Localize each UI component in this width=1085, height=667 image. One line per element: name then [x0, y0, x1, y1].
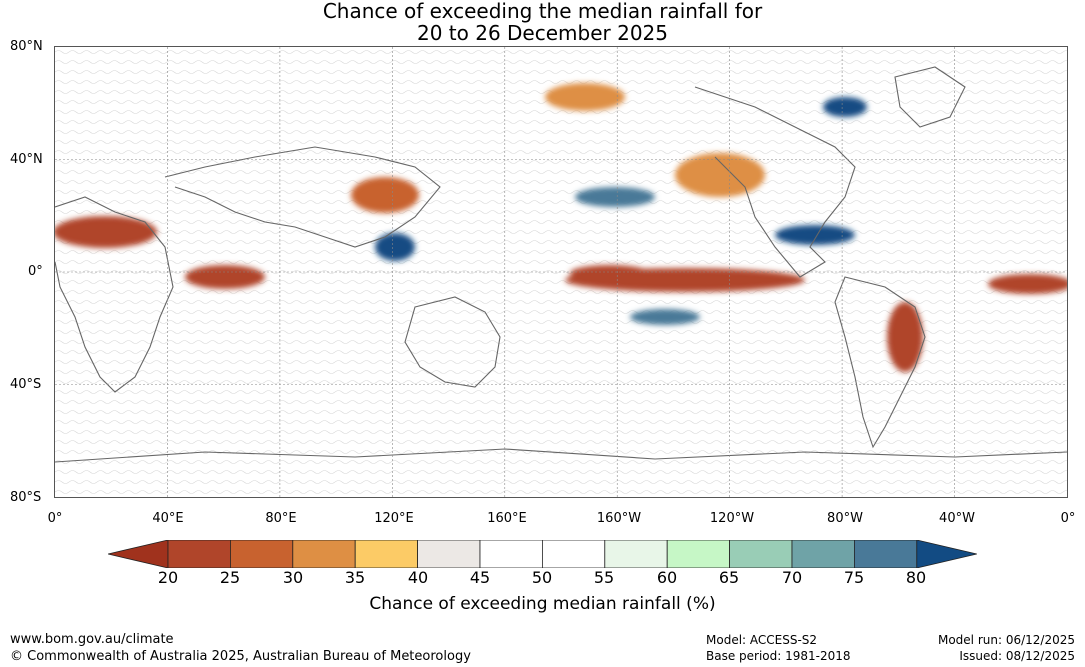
- lon-label-80e: 80°E: [265, 511, 297, 526]
- lon-label-120w: 120°W: [709, 511, 755, 526]
- footer-base-period: Base period: 1981-2018: [706, 649, 851, 663]
- footer-left: www.bom.gov.au/climate © Commonwealth of…: [10, 631, 471, 665]
- colorbar: [108, 540, 977, 568]
- australia-coast: [404, 296, 501, 388]
- anomaly-region-hudson-bay-wet: [823, 97, 867, 117]
- antarctica-coast: [55, 448, 1067, 463]
- colorbar-tick-50: 50: [531, 568, 553, 587]
- anomaly-region-north-pacific-dry: [545, 83, 625, 111]
- africa-coast: [55, 196, 174, 393]
- lat-label-equator: 0°: [28, 264, 43, 279]
- colorbar-segment-20: [167, 540, 231, 568]
- anomaly-region-indian-ocean-dry: [185, 265, 265, 289]
- colorbar-segment-40: [417, 540, 481, 568]
- map-canvas: [55, 47, 1067, 497]
- footer-model-info: Model: ACCESS-S2 Base period: 1981-2018: [706, 632, 851, 664]
- south-america-coast: [834, 276, 926, 449]
- colorbar-tick-30: 30: [282, 568, 304, 587]
- colorbar-tick-20: 20: [157, 568, 179, 587]
- chart-title-line-1: Chance of exceeding the median rainfall …: [322, 0, 763, 23]
- colorbar-segment-75: [854, 540, 918, 568]
- colorbar-segment-60: [666, 540, 731, 568]
- colorbar-tick-60: 60: [656, 568, 678, 587]
- anomaly-region-china-dry: [351, 177, 419, 213]
- lon-label-160w: 160°W: [596, 511, 642, 526]
- footer-dates: Model run: 06/12/2025 Issued: 08/12/2025: [938, 632, 1075, 664]
- colorbar-tick-70: 70: [781, 568, 803, 587]
- rainfall-probability-map: [54, 46, 1068, 498]
- lat-label-80s: 80°S: [10, 490, 42, 505]
- anomaly-region-north-africa-sahel-dry: [55, 216, 157, 248]
- anomaly-region-equatorial-pacific-dry: [570, 265, 650, 281]
- chart-title-line-2: 20 to 26 December 2025: [416, 21, 668, 45]
- lon-label-80w: 80°W: [827, 511, 863, 526]
- anomaly-region-south-america-east-coast-dry: [887, 302, 923, 372]
- lat-label-40n: 40°N: [10, 152, 43, 167]
- lon-label-40e: 40°E: [152, 511, 184, 526]
- colorbar-tick-45: 45: [469, 568, 491, 587]
- footer-issued: Issued: 08/12/2025: [959, 649, 1075, 663]
- lon-label-40w: 40°W: [939, 511, 975, 526]
- colorbar-tick-55: 55: [593, 568, 615, 587]
- anomaly-region-north-pacific-dry: [675, 153, 765, 197]
- lat-label-80n: 80°N: [10, 39, 43, 54]
- colorbar-arrow-low: [108, 540, 169, 568]
- footer-url: www.bom.gov.au/climate: [10, 632, 174, 647]
- colorbar-segment-50: [541, 540, 606, 568]
- anomaly-region-central-pacific-wet: [575, 187, 655, 207]
- anomaly-region-central-pacific-wet: [630, 309, 700, 325]
- colorbar-tick-75: 75: [843, 568, 865, 587]
- colorbar-tick-80: 80: [905, 568, 927, 587]
- colorbar-segment-30: [292, 540, 356, 568]
- anomaly-region-gulf-of-mexico-wet: [775, 225, 855, 245]
- colorbar-arrow-high: [916, 540, 977, 568]
- colorbar-tick-65: 65: [718, 568, 740, 587]
- anomaly-region-maritime-continent-wet: [375, 233, 415, 261]
- colorbar-segment-70: [791, 540, 855, 568]
- footer-model: Model: ACCESS-S2: [706, 633, 818, 647]
- colorbar-label: Chance of exceeding median rainfall (%): [369, 594, 716, 614]
- footer-model-run: Model run: 06/12/2025: [937, 633, 1075, 647]
- lon-label-0-west: 0°: [47, 511, 63, 526]
- colorbar-tick-40: 40: [407, 568, 429, 587]
- footer-copyright: © Commonwealth of Australia 2025, Austra…: [10, 649, 471, 664]
- colorbar-tick-25: 25: [219, 568, 241, 587]
- colorbar-segment-35: [354, 540, 418, 568]
- colorbar-segment-55: [604, 540, 668, 568]
- lon-label-120e: 120°E: [374, 511, 414, 526]
- lat-label-40s: 40°S: [10, 377, 42, 392]
- north-america-coast: [694, 86, 856, 278]
- lon-label-0-east: 0°: [1060, 511, 1076, 526]
- greenland-coast: [894, 66, 966, 128]
- lon-label-160e: 160°E: [487, 511, 527, 526]
- colorbar-tick-35: 35: [344, 568, 366, 587]
- asia-coast: [164, 146, 441, 248]
- colorbar-segment-45: [479, 540, 543, 568]
- colorbar-segment-25: [230, 540, 294, 568]
- anomaly-region-equatorial-atlantic-dry: [988, 274, 1067, 294]
- colorbar-segment-65: [729, 540, 793, 568]
